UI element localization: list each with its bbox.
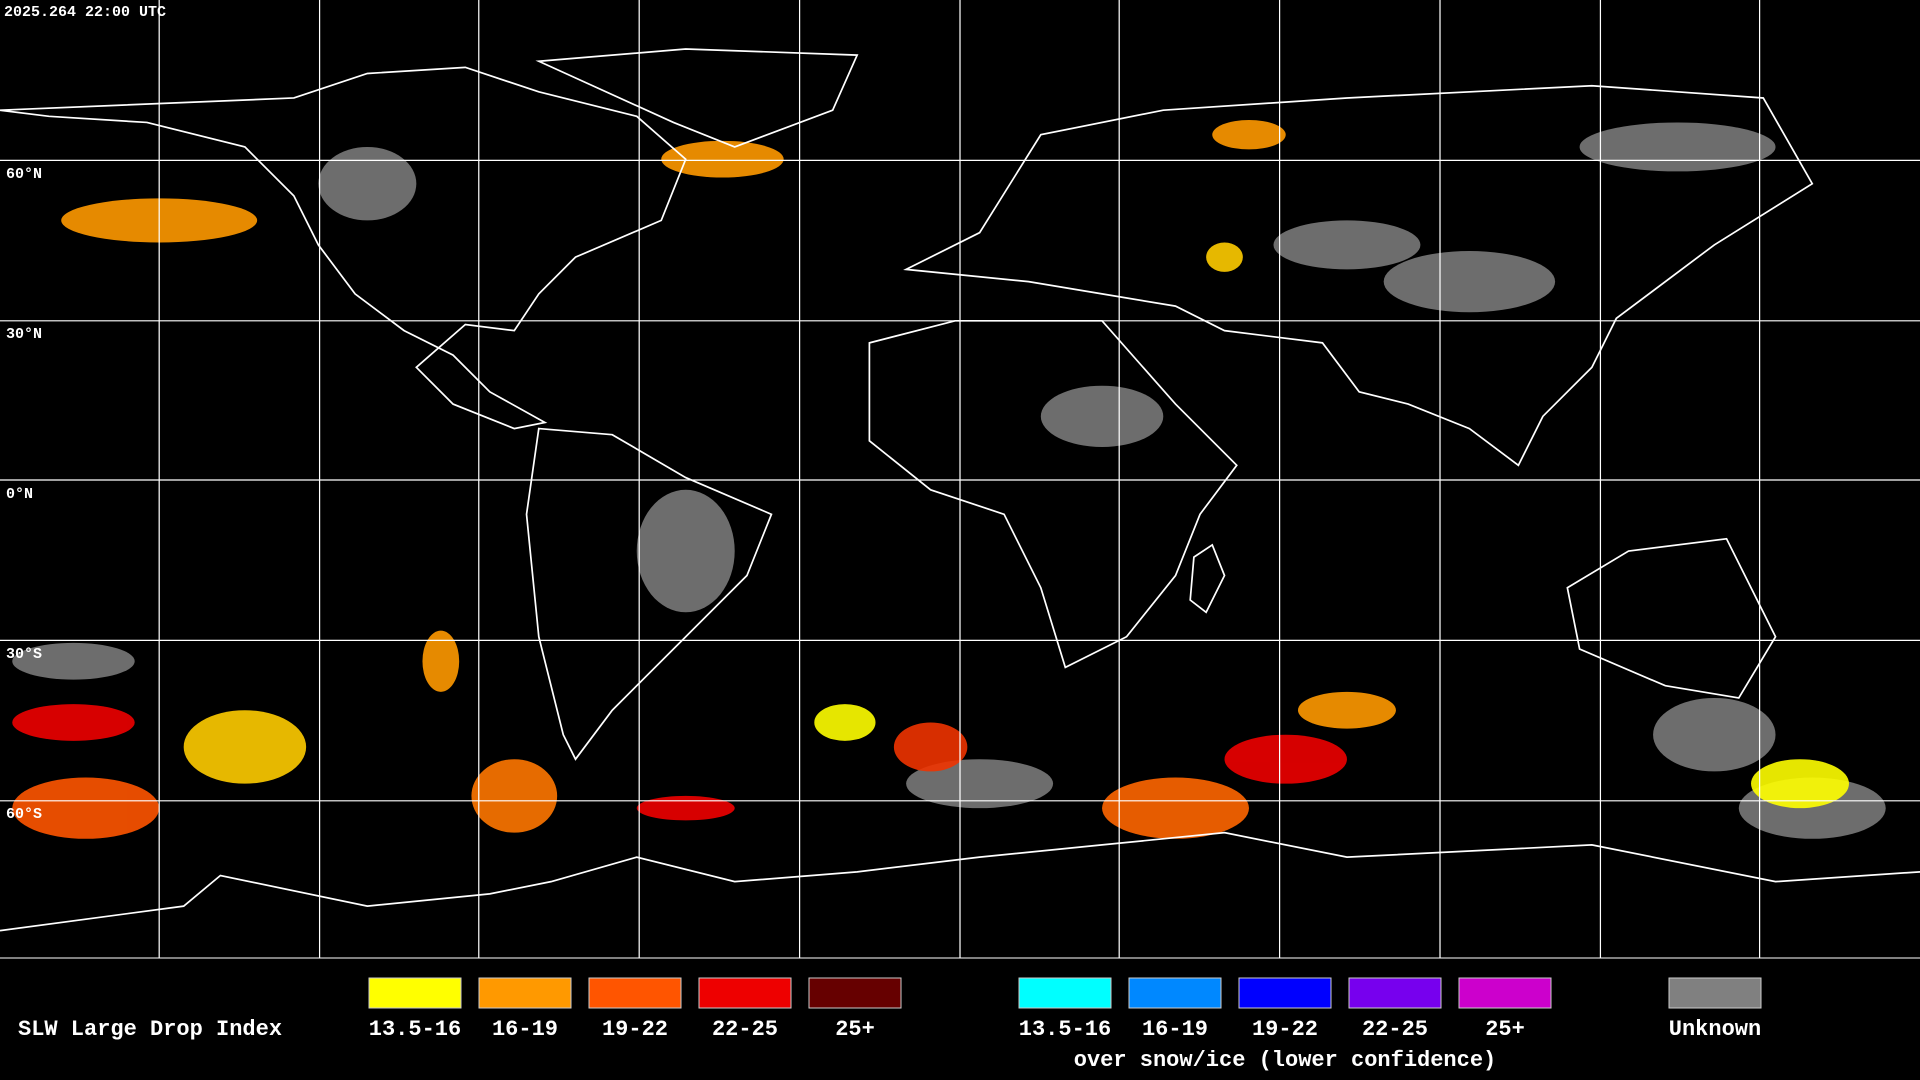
legend: 13.5-16 16-19 19-22 22-25 25+ 13.5-16 16-19 19-… (368, 977, 1762, 1073)
legend-label: 13.5-16 (1019, 1017, 1111, 1042)
latitude-labels: 60°N 30°N 0°N 30°S 60°S (6, 166, 42, 823)
latitude-label: 60°N (6, 166, 42, 183)
legend-title: SLW Large Drop Index (18, 1017, 282, 1042)
latitude-label: 60°S (6, 806, 42, 823)
legend-swatch (1458, 977, 1552, 1009)
coastlines (0, 48, 1920, 932)
legend-caption: over snow/ice (lower confidence) (1074, 1048, 1496, 1073)
graticule (0, 0, 1920, 958)
legend-label: 19-22 (602, 1017, 668, 1042)
legend-label: 16-19 (1142, 1017, 1208, 1042)
legend-swatch (1238, 977, 1332, 1009)
legend-swatch (1668, 977, 1762, 1009)
legend-label: 19-22 (1252, 1017, 1318, 1042)
legend-label: 13.5-16 (369, 1017, 461, 1042)
timestamp: 2025.264 22:00 UTC (4, 4, 166, 21)
legend-label: Unknown (1669, 1017, 1761, 1042)
legend-label: 25+ (1485, 1017, 1525, 1042)
legend-swatch (698, 977, 792, 1009)
legend-label: 16-19 (492, 1017, 558, 1042)
legend-label: 22-25 (1362, 1017, 1428, 1042)
legend-swatch (1348, 977, 1442, 1009)
legend-swatch (368, 977, 462, 1009)
slw-cloud (12, 120, 1849, 839)
legend-label: 22-25 (712, 1017, 778, 1042)
legend-swatch (1018, 977, 1112, 1009)
legend-swatch (1128, 977, 1222, 1009)
latitude-label: 30°S (6, 646, 42, 663)
latitude-label: 0°N (6, 486, 33, 503)
latitude-label: 30°N (6, 326, 42, 343)
legend-swatch (478, 977, 572, 1009)
legend-swatch (588, 977, 682, 1009)
legend-label: 25+ (835, 1017, 875, 1042)
legend-swatch (808, 977, 902, 1009)
map (0, 0, 1920, 958)
